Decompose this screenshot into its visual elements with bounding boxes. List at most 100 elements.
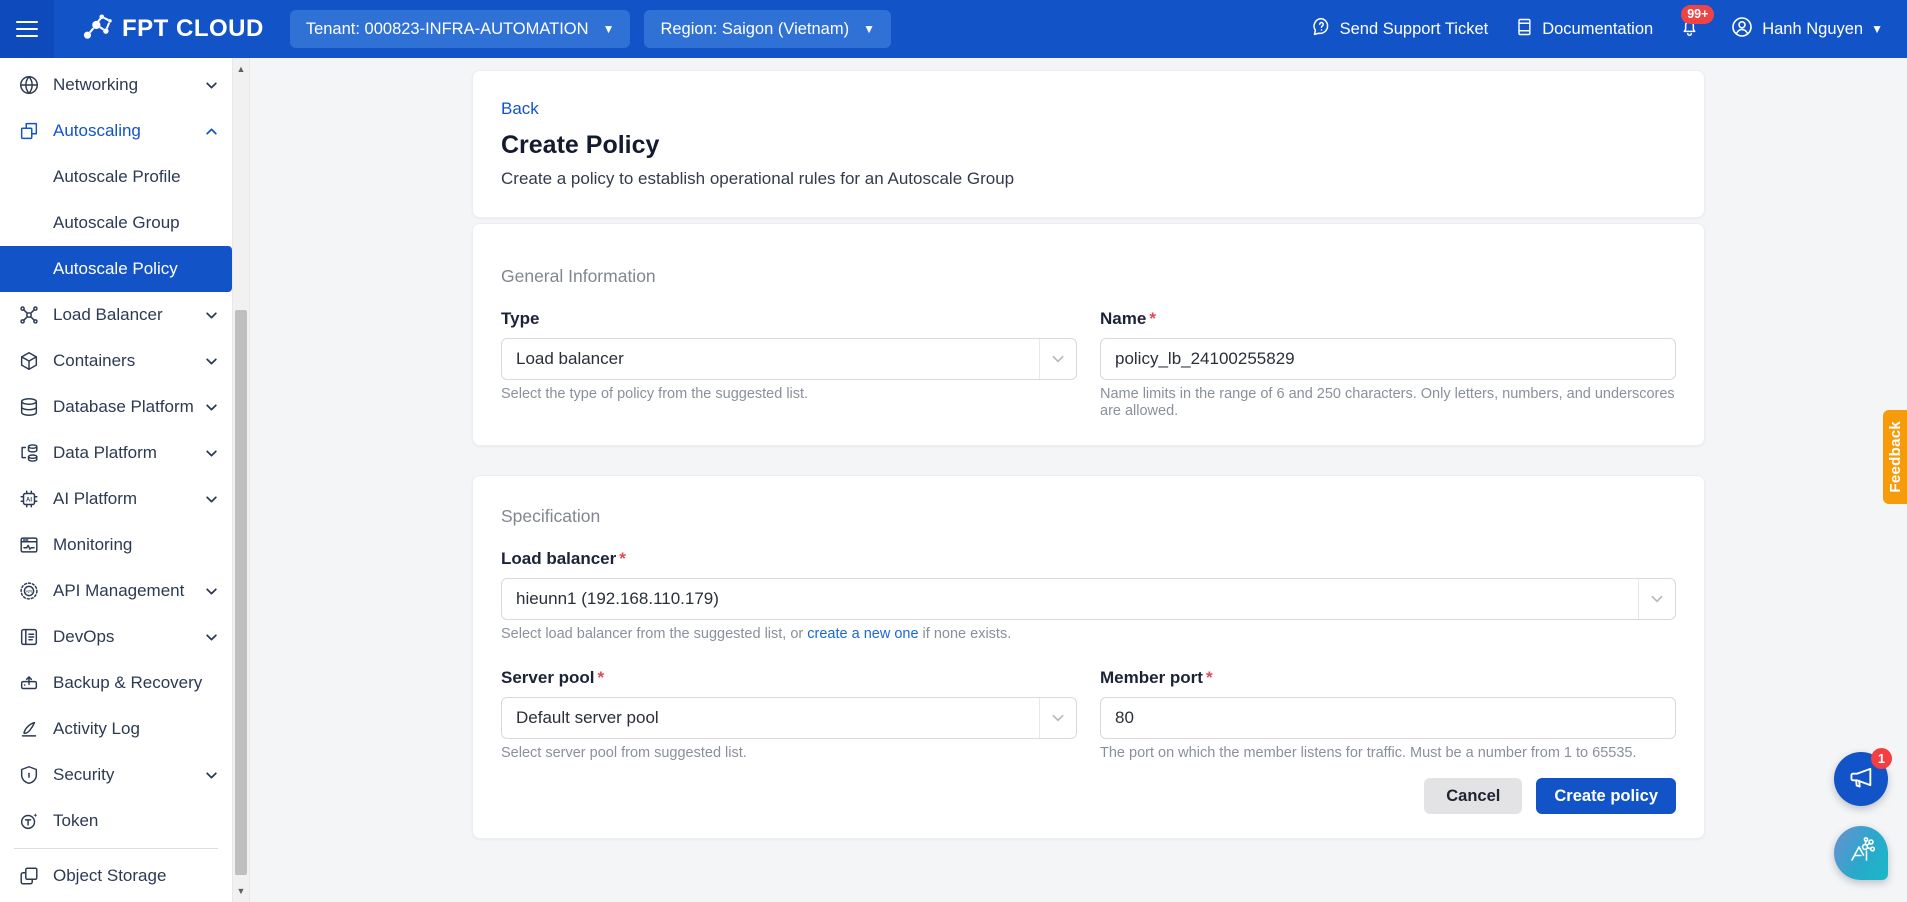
- sidebar-item-monitoring[interactable]: Monitoring: [0, 522, 232, 568]
- brand-text: FPT CLOUD: [122, 15, 264, 42]
- type-field-group: Type Load balancer Select the type of po…: [501, 308, 1077, 420]
- create-policy-button[interactable]: Create policy: [1536, 778, 1676, 814]
- chevron-down-icon: ▼: [863, 22, 875, 36]
- cancel-button[interactable]: Cancel: [1424, 778, 1523, 814]
- sidebar-item-autoscale-group[interactable]: Autoscale Group: [0, 200, 232, 246]
- name-field-group: Name* Name limits in the range of 6 and …: [1100, 308, 1676, 420]
- backup-drive-icon: [17, 671, 41, 695]
- sidebar-item-ai-platform[interactable]: AI AI Platform: [0, 476, 232, 522]
- sidebar-item-devops[interactable]: DevOps: [0, 614, 232, 660]
- region-label: Region: Saigon (Vietnam): [660, 19, 850, 38]
- sidebar-item-token[interactable]: Token: [0, 798, 232, 844]
- sidebar-item-label: AI Platform: [53, 489, 138, 508]
- chevron-up-icon: [204, 125, 218, 138]
- member-port-input[interactable]: [1100, 697, 1676, 739]
- type-select[interactable]: Load balancer: [501, 338, 1077, 380]
- notifications-button[interactable]: 99+: [1679, 4, 1715, 43]
- sidebar-item-backup-recovery[interactable]: Backup & Recovery: [0, 660, 232, 706]
- bell-icon: [1679, 20, 1700, 42]
- server-pool-select[interactable]: Default server pool: [501, 697, 1077, 739]
- data-platform-icon: [17, 441, 41, 465]
- chevron-down-icon: ▼: [602, 22, 615, 36]
- sidebar-item-autoscale-policy[interactable]: Autoscale Policy: [0, 246, 232, 292]
- required-asterisk: *: [597, 668, 605, 687]
- server-pool-helper-text: Select server pool from suggested list.: [501, 745, 747, 761]
- api-gear-icon: API: [17, 579, 41, 603]
- chevron-down-icon: ▼: [1871, 22, 1883, 36]
- container-box-icon: [17, 349, 41, 373]
- page-header-card: Back Create Policy Create a policy to es…: [472, 70, 1705, 218]
- sidebar-item-autoscale-profile[interactable]: Autoscale Profile: [0, 154, 232, 200]
- sidebar-item-label: API Management: [53, 581, 185, 600]
- scroll-down-arrow-icon[interactable]: ▼: [236, 886, 246, 896]
- sidebar-scrollbar[interactable]: ▲ ▼: [232, 58, 250, 902]
- create-new-load-balancer-link[interactable]: create a new one: [807, 626, 919, 642]
- type-label: Type: [501, 309, 540, 328]
- brand-logo[interactable]: FPT CLOUD: [80, 12, 264, 47]
- type-helper-text: Select the type of policy from the sugge…: [501, 386, 809, 402]
- name-input[interactable]: [1100, 338, 1676, 380]
- support-label: Send Support Ticket: [1339, 19, 1489, 38]
- sidebar-item-object-storage[interactable]: Object Storage: [0, 853, 232, 899]
- sidebar-item-containers[interactable]: Containers: [0, 338, 232, 384]
- load-balancer-select[interactable]: hieunn1 (192.168.110.179): [501, 578, 1676, 620]
- support-chat-icon: [1311, 16, 1332, 42]
- monitoring-icon: [17, 533, 41, 557]
- devops-icon: [17, 625, 41, 649]
- chevron-down-icon: [204, 631, 218, 644]
- feedback-tab-label: Feedback: [1886, 421, 1904, 493]
- ai-chip-icon: AI: [17, 487, 41, 511]
- user-menu[interactable]: Hanh Nguyen ▼: [1730, 15, 1883, 44]
- chevron-down-icon[interactable]: [1040, 698, 1076, 738]
- sidebar-item-autoscaling[interactable]: Autoscaling: [0, 108, 232, 154]
- sidebar-item-label: Database Platform: [53, 397, 194, 416]
- sidebar-item-label: Load Balancer: [53, 305, 163, 324]
- chevron-down-icon: [204, 447, 218, 460]
- feedback-tab[interactable]: Feedback: [1883, 410, 1907, 504]
- tenant-label: Tenant: 000823-INFRA-AUTOMATION: [305, 19, 589, 38]
- select-divider: [1638, 579, 1639, 619]
- documentation-link[interactable]: Documentation: [1514, 17, 1653, 42]
- specification-card: Specification Load balancer * hieunn1 (19…: [472, 475, 1705, 839]
- chevron-down-icon[interactable]: [1639, 579, 1675, 619]
- load-balancer-helper-text: Select load balancer from the suggested …: [501, 626, 1012, 642]
- hamburger-icon: [16, 16, 38, 41]
- select-divider: [1039, 339, 1040, 379]
- send-support-ticket-link[interactable]: Send Support Ticket: [1311, 16, 1489, 42]
- chevron-down-icon: [204, 355, 218, 368]
- chevron-down-icon: [204, 79, 218, 92]
- announcements-fab[interactable]: 1: [1834, 748, 1892, 806]
- general-information-card: General Information Type Load balancer S…: [472, 223, 1705, 446]
- sidebar-item-data-platform[interactable]: Data Platform: [0, 430, 232, 476]
- chevron-down-icon[interactable]: [1040, 339, 1076, 379]
- sidebar-subitem-label: Autoscale Profile: [53, 167, 181, 186]
- object-storage-icon: [17, 864, 41, 888]
- sidebar-item-security[interactable]: Security: [0, 752, 232, 798]
- select-divider: [1039, 698, 1040, 738]
- scrollbar-thumb[interactable]: [235, 310, 247, 875]
- back-link[interactable]: Back: [501, 99, 539, 118]
- hamburger-menu-button[interactable]: [0, 0, 54, 58]
- name-helper-text: Name limits in the range of 6 and 250 ch…: [1100, 386, 1675, 419]
- sidebar-item-networking[interactable]: Networking: [0, 62, 232, 108]
- ai-assistant-fab[interactable]: [1834, 826, 1888, 880]
- region-dropdown[interactable]: Region: Saigon (Vietnam) ▼: [644, 10, 891, 48]
- section-title-specification: Specification: [501, 506, 601, 526]
- tenant-dropdown[interactable]: Tenant: 000823-INFRA-AUTOMATION ▼: [289, 10, 631, 48]
- required-asterisk: *: [619, 549, 626, 568]
- server-pool-field-group: Server pool * Default server pool Select …: [501, 667, 1077, 762]
- required-asterisk: *: [1205, 668, 1213, 687]
- type-select-value: Load balancer: [516, 349, 624, 368]
- sidebar-item-label: Containers: [53, 351, 136, 370]
- fpt-molecule-icon: [80, 12, 114, 47]
- sidebar-item-load-balancer[interactable]: Load Balancer: [0, 292, 232, 338]
- sidebar-subitem-label: Autoscale Group: [53, 213, 180, 232]
- sidebar-item-label: Object Storage: [53, 866, 167, 885]
- sidebar-item-database-platform[interactable]: Database Platform: [0, 384, 232, 430]
- sidebar-item-api-management[interactable]: API API Management: [0, 568, 232, 614]
- required-asterisk: *: [1149, 309, 1156, 328]
- scroll-up-arrow-icon[interactable]: ▲: [236, 64, 246, 74]
- top-navbar: FPT CLOUD Tenant: 000823-INFRA-AUTOMATIO…: [0, 0, 1907, 58]
- sidebar-item-activity-log[interactable]: Activity Log: [0, 706, 232, 752]
- svg-text:AI: AI: [26, 497, 32, 503]
